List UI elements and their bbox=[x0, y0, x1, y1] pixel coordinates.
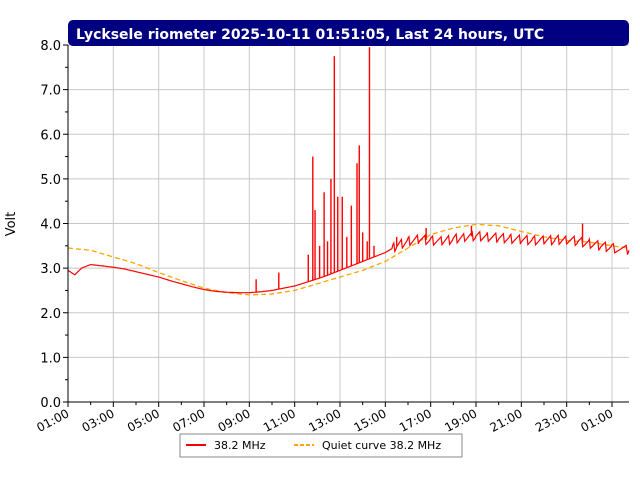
title-banner bbox=[68, 20, 629, 46]
legend-box bbox=[179, 433, 463, 458]
chart-title: Lycksele riometer 2025-10-11 01:51:05, L… bbox=[76, 27, 544, 43]
y-tick-label: 0.0 bbox=[40, 396, 61, 411]
legend: 38.2 MHz Quiet curve 38.2 MHz bbox=[179, 433, 463, 458]
y-tick-label: 6.0 bbox=[40, 128, 61, 143]
series-line-quiet-curve bbox=[67, 223, 630, 296]
y-tick-label: 7.0 bbox=[40, 84, 61, 99]
y-tick-label: 3.0 bbox=[40, 262, 61, 277]
plot-area bbox=[67, 47, 630, 296]
y-axis-title: Volt bbox=[4, 212, 19, 237]
series-line-38-2-mhz bbox=[67, 230, 630, 294]
legend-label-quiet-curve: Quiet curve 38.2 MHz bbox=[322, 439, 441, 452]
y-axis-ticks: 0.0 1.0 2.0 3.0 4.0 5.0 6.0 7.0 8.0 bbox=[40, 39, 68, 411]
signal-spikes bbox=[255, 47, 584, 293]
y-tick-label: 5.0 bbox=[40, 173, 61, 188]
y-tick-label: 2.0 bbox=[40, 307, 61, 322]
y-tick-label: 4.0 bbox=[40, 218, 61, 233]
legend-label-38-2-mhz: 38.2 MHz bbox=[214, 439, 266, 452]
y-tick-label: 1.0 bbox=[40, 351, 61, 366]
y-tick-label: 8.0 bbox=[40, 39, 61, 54]
